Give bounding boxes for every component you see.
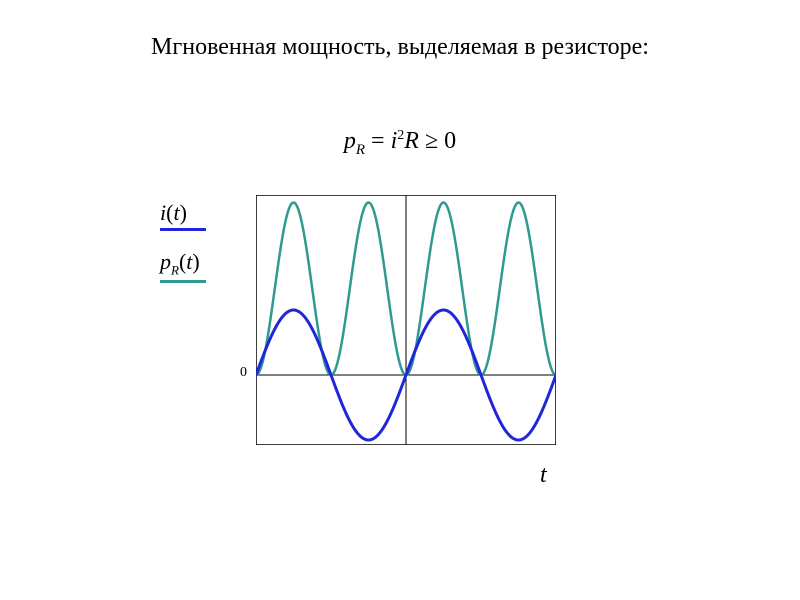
legend-swatch-current xyxy=(160,228,206,231)
formula-p: p xyxy=(344,128,356,154)
formula-geq: ≥ 0 xyxy=(419,128,456,154)
legend-item-current: i(t) xyxy=(160,200,206,231)
formula-r: R xyxy=(404,128,419,154)
formula-eq: = xyxy=(365,128,391,154)
legend-sub-1: R xyxy=(171,262,179,277)
legend: i(t) pR(t) xyxy=(160,200,206,301)
axis-zero-label: 0 xyxy=(240,365,247,381)
legend-swatch-power xyxy=(160,280,206,283)
legend-label-power: pR(t) xyxy=(160,249,206,278)
legend-paren-close-1: ) xyxy=(192,249,199,274)
legend-item-power: pR(t) xyxy=(160,249,206,283)
legend-label-current: i(t) xyxy=(160,200,206,226)
formula-sub-r: R xyxy=(356,142,365,158)
legend-main-1: p xyxy=(160,249,171,274)
chart xyxy=(256,195,556,445)
formula: pR = i2R ≥ 0 xyxy=(0,128,800,159)
chart-svg xyxy=(256,195,556,445)
page-title: Мгновенная мощность, выделяемая в резист… xyxy=(0,34,800,61)
axis-t-label: t xyxy=(540,462,547,489)
legend-paren-close-0: ) xyxy=(180,200,187,225)
